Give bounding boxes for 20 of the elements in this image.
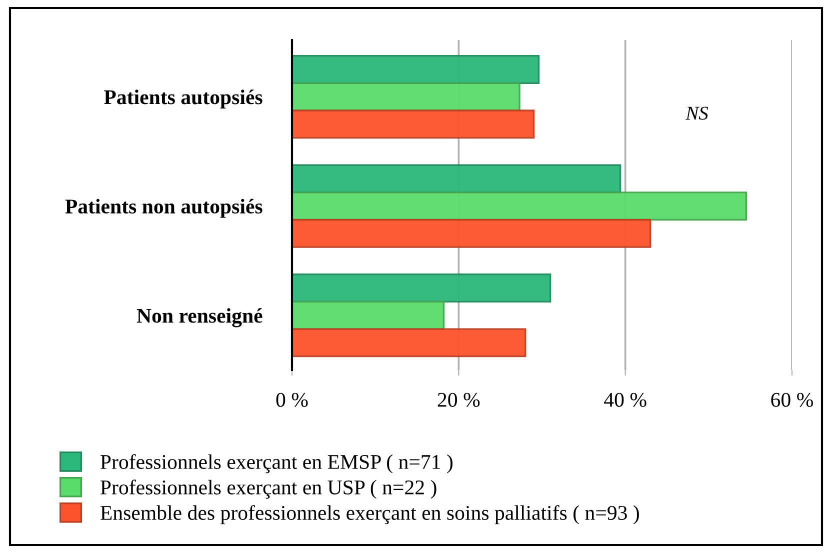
y-tick-label: Patients autopsiés	[104, 90, 262, 108]
bar	[292, 110, 534, 139]
y-tick-label: Non renseigné	[136, 308, 262, 328]
x-tick-label: 20 %	[438, 392, 480, 407]
bar	[292, 164, 622, 194]
y-tick-label: Patients non autopsiés	[65, 198, 262, 218]
x-tick-label: 40 %	[604, 392, 646, 407]
bar	[292, 192, 747, 221]
bar	[292, 300, 444, 330]
bar	[292, 328, 526, 358]
bar	[292, 82, 520, 112]
bar	[292, 274, 552, 303]
x-tick-label: 60 %	[771, 392, 813, 407]
legend-label: Professionnels exerçant en USP ( n=22 )	[100, 480, 436, 499]
bar	[292, 55, 540, 84]
legend-label: Professionnels exerçant en EMSP ( n=71 )	[100, 454, 452, 474]
annotation: NS	[686, 106, 708, 120]
x-tick-label: 0 %	[276, 392, 308, 407]
bar	[292, 218, 652, 248]
legend-label: Ensemble des professionnels exerçant en soins palliatifs ( n=93 )	[100, 505, 639, 524]
